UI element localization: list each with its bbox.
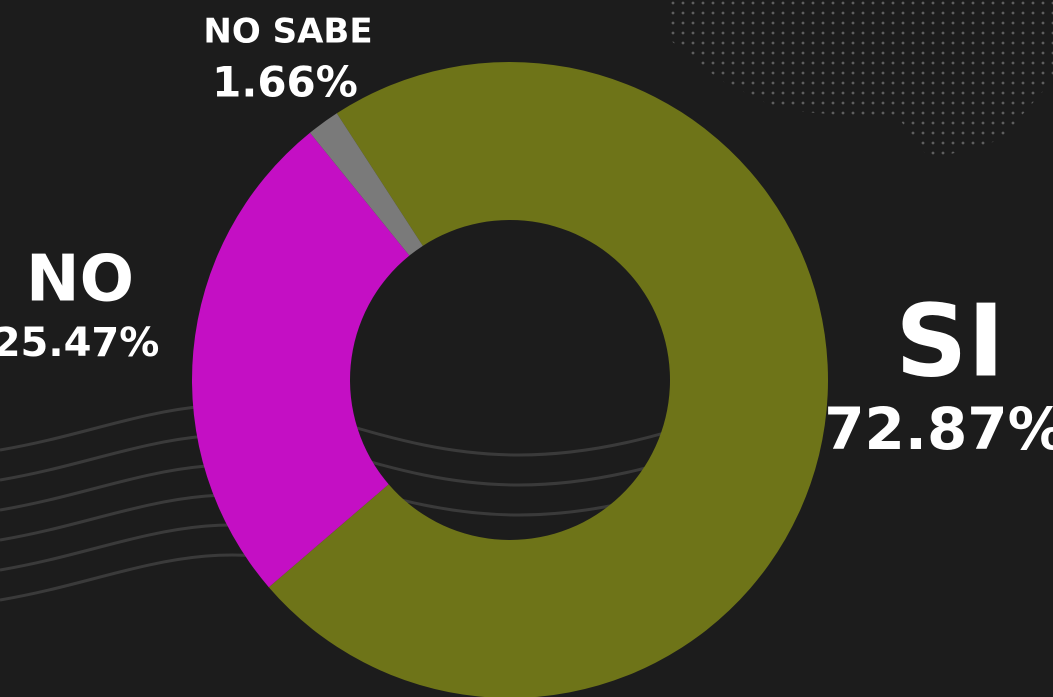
donut-slice [309,113,423,256]
slice-value-label: 1.66% [212,58,358,107]
slice-label: SI [895,282,1004,399]
slice-label: NO [26,243,134,317]
donut [192,62,828,697]
decor-dots [670,0,1053,160]
slice-value-label: 25.47% [0,320,159,366]
donut-slice [268,62,828,697]
slice-label: NO SABE [203,12,372,52]
slice-value-label: 72.87% [824,395,1053,463]
donut-slice [192,132,410,588]
